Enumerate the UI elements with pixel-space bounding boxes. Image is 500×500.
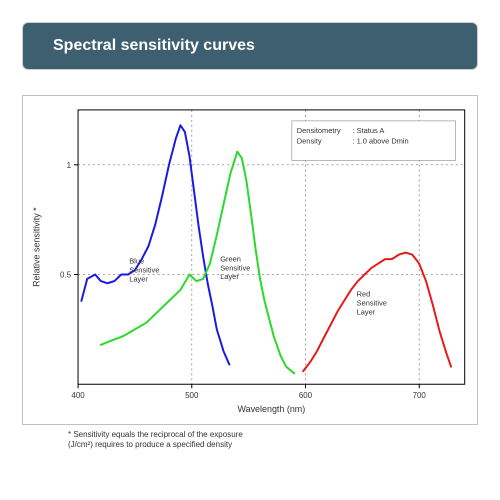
footnote: * Sensitivity equals the reciprocal of t…	[68, 430, 243, 449]
svg-text:Layer: Layer	[220, 272, 239, 281]
svg-text:Sensitive: Sensitive	[357, 298, 387, 307]
title-bar: Spectral sensitivity curves	[22, 22, 478, 70]
svg-text:600: 600	[299, 391, 313, 400]
spectral-chart: 400 500 600 700 0.5 1 Wavelength (nm) Relative …	[23, 96, 477, 424]
svg-text:: Status A: : Status A	[352, 126, 384, 135]
svg-text:0.5: 0.5	[60, 270, 72, 279]
svg-text:Density: Density	[297, 137, 322, 146]
svg-text:500: 500	[185, 391, 199, 400]
svg-text:400: 400	[71, 391, 85, 400]
svg-text:Sensitive: Sensitive	[129, 265, 159, 274]
svg-text:1: 1	[67, 161, 72, 170]
page-title: Spectral sensitivity curves	[53, 37, 255, 55]
svg-text:Sensitive: Sensitive	[220, 263, 250, 272]
svg-text:Relative sensitivity *: Relative sensitivity *	[31, 207, 41, 287]
svg-text:: 1.0 above Dmin: : 1.0 above Dmin	[352, 137, 408, 146]
chart-container: 400 500 600 700 0.5 1 Wavelength (nm) Relative …	[22, 95, 478, 425]
svg-text:Wavelength (nm): Wavelength (nm)	[238, 404, 306, 414]
svg-text:Densitometry: Densitometry	[297, 126, 341, 135]
svg-text:Green: Green	[220, 254, 241, 263]
footnote-line2: (J/cm²) requires to produce a specified …	[68, 440, 232, 449]
svg-text:Layer: Layer	[129, 274, 148, 283]
svg-text:Blue: Blue	[129, 257, 144, 266]
svg-text:700: 700	[413, 391, 427, 400]
svg-text:Layer: Layer	[357, 307, 376, 316]
svg-text:Red: Red	[357, 289, 371, 298]
footnote-line1: * Sensitivity equals the reciprocal of t…	[68, 430, 243, 439]
